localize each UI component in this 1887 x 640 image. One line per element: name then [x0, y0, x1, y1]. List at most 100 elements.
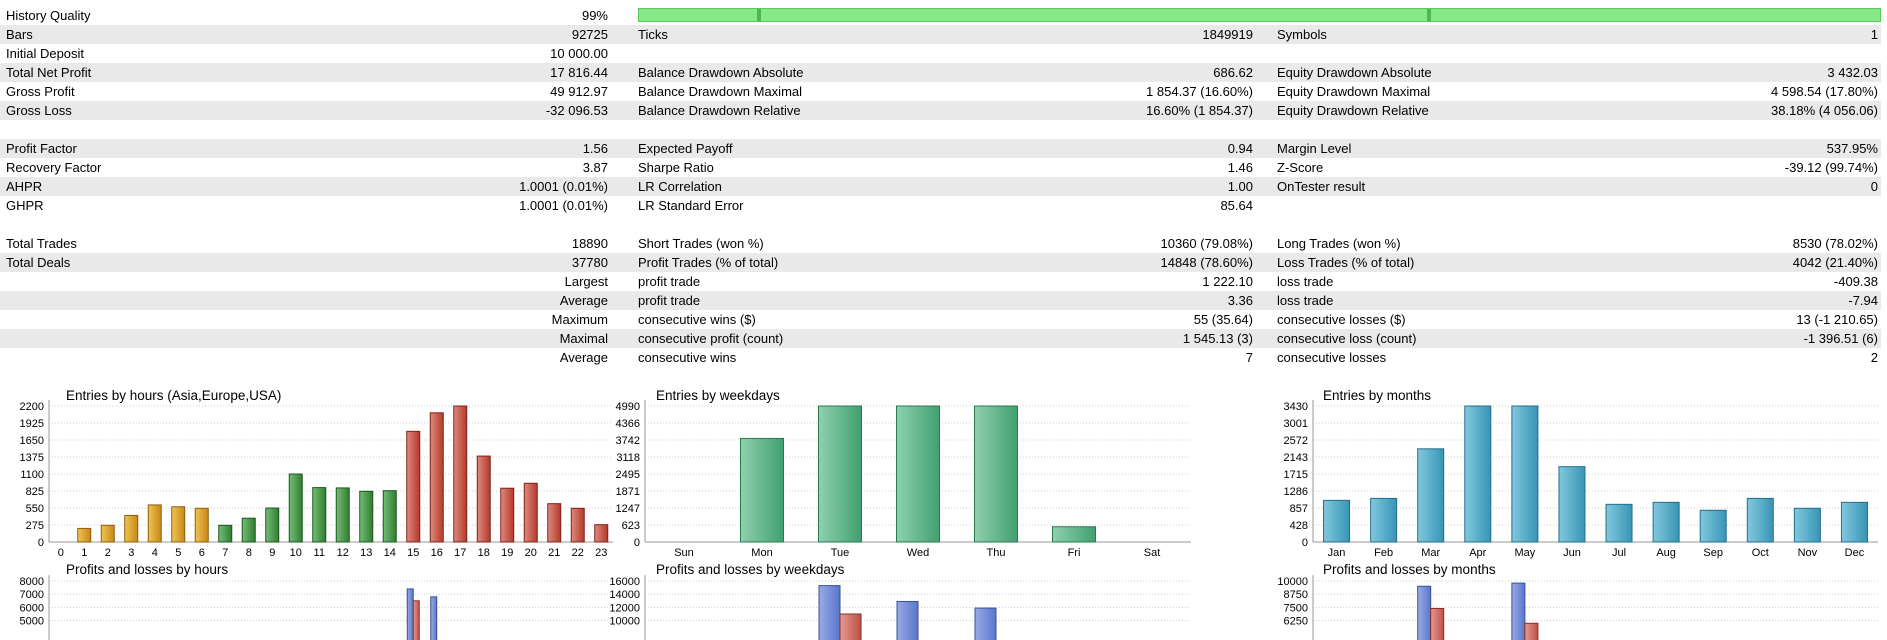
- bar: [1511, 582, 1526, 640]
- y-tick-label: 1286: [1284, 486, 1308, 498]
- stats-row: GHPR 1.0001 (0.01%) LR Standard Error 85.64: [0, 196, 1881, 215]
- x-tick-label: 8: [246, 547, 252, 559]
- x-tick-label: 18: [478, 547, 490, 559]
- stat-value: 10 000.00: [550, 46, 608, 61]
- stat-label: Balance Drawdown Absolute: [638, 65, 804, 80]
- stat-value: 55 (35.64): [1193, 312, 1253, 327]
- x-tick-label: 16: [431, 547, 443, 559]
- stat-value: 13 (-1 210.65): [1796, 312, 1878, 327]
- y-tick-label: 16000: [609, 576, 640, 588]
- stat-value: 8530 (78.02%): [1792, 236, 1878, 251]
- y-tick-label: 428: [1290, 520, 1308, 532]
- y-tick-label: 3001: [1284, 418, 1308, 430]
- y-tick-label: 0: [1302, 537, 1308, 549]
- stat-value: 2: [1870, 350, 1878, 365]
- bar: [359, 490, 374, 543]
- stat-label: Ticks: [638, 27, 668, 42]
- y-tick-label: 12000: [609, 602, 640, 614]
- stat-label: Total Net Profit: [6, 65, 92, 80]
- x-tick-label: Oct: [1752, 547, 1769, 559]
- stat-label: Profit Trades (% of total): [638, 255, 779, 270]
- stats-row: Largest profit trade 1 222.10 loss trade -40…: [0, 272, 1881, 291]
- x-tick-label: 6: [199, 547, 205, 559]
- stat-label: Z-Score: [1277, 160, 1324, 175]
- x-tick-label: 15: [407, 547, 419, 559]
- chart-title: Profits and losses by hours: [66, 562, 228, 577]
- x-tick-label: 17: [454, 547, 466, 559]
- bar: [430, 596, 438, 640]
- stat-value: -39.12 (99.74%): [1784, 160, 1878, 175]
- y-tick-label: 4990: [616, 401, 640, 413]
- y-tick-label: 3742: [616, 435, 640, 447]
- y-tick-label: 1247: [616, 503, 640, 515]
- stat-label: Initial Deposit: [6, 46, 85, 61]
- y-tick-label: 2572: [1284, 435, 1308, 447]
- y-tick-label: 3118: [616, 452, 640, 464]
- y-tick-label: 7000: [20, 589, 44, 601]
- stat-value: 0.94: [1227, 141, 1253, 156]
- bar: [1840, 501, 1868, 543]
- stat-value: -7.94: [1848, 293, 1878, 308]
- history-quality-bar: [638, 8, 1881, 22]
- x-tick-label: Fri: [1068, 547, 1081, 559]
- y-tick-label: 10000: [609, 616, 640, 628]
- y-tick-label: 2143: [1284, 452, 1308, 464]
- x-tick-label: Mon: [751, 547, 772, 559]
- x-tick-label: Mar: [1421, 547, 1440, 559]
- stat-label: Gross Profit: [6, 84, 75, 99]
- y-tick-label: 14000: [609, 589, 640, 601]
- bar: [896, 600, 919, 640]
- bar: [1558, 466, 1586, 543]
- y-tick-label: 1650: [20, 435, 44, 447]
- bar: [1793, 507, 1821, 543]
- x-tick-label: Tue: [831, 547, 850, 559]
- bar: [1370, 497, 1398, 543]
- x-tick-label: Jan: [1328, 547, 1346, 559]
- stat-label: Balance Drawdown Maximal: [638, 84, 803, 99]
- stat-value: 3 432.03: [1827, 65, 1878, 80]
- stat-value: 686.62: [1213, 65, 1253, 80]
- stat-value: -409.38: [1833, 274, 1878, 289]
- stat-label: Total Deals: [6, 255, 71, 270]
- stats-row: AHPR 1.0001 (0.01%) LR Correlation 1.00 OnTe…: [0, 177, 1881, 196]
- stats-table: History Quality 99% Bars 92725 Ticks 1849919 S…: [0, 6, 1881, 367]
- stat-label: loss trade: [1277, 274, 1334, 289]
- bar: [896, 405, 940, 543]
- x-tick-label: 19: [501, 547, 513, 559]
- stat-value: 7: [1245, 350, 1253, 365]
- x-tick-label: Aug: [1656, 547, 1676, 559]
- chart-title: Profits and losses by months: [1323, 562, 1496, 577]
- y-tick-label: 8750: [1284, 589, 1308, 601]
- stat-value: 1849919: [1202, 27, 1253, 42]
- x-tick-label: Feb: [1374, 547, 1393, 559]
- bar: [1417, 585, 1432, 640]
- stats-row: Total Net Profit 17 816.44 Balance Drawdow…: [0, 63, 1881, 82]
- x-tick-label: Sun: [674, 547, 694, 559]
- x-tick-label: 22: [572, 547, 584, 559]
- stat-label: History Quality: [6, 8, 91, 23]
- stat-label: Equity Drawdown Maximal: [1277, 84, 1431, 99]
- stat-value: 17 816.44: [550, 65, 608, 80]
- bar: [1605, 503, 1633, 543]
- stats-row: Profit Factor 1.56 Expected Payoff 0.94 Marg…: [0, 139, 1881, 158]
- stat-value: 0: [1870, 179, 1878, 194]
- chart-title: Entries by months: [1323, 388, 1431, 403]
- stat-value: 1.46: [1227, 160, 1253, 175]
- x-tick-label: 11: [314, 547, 325, 559]
- bar: [500, 487, 515, 543]
- stats-row: Maximum consecutive wins ($) 55 (35.64) con…: [0, 310, 1881, 329]
- x-tick-label: 12: [337, 547, 349, 559]
- y-tick-label: 275: [26, 520, 44, 532]
- stat-value: 3.36: [1227, 293, 1253, 308]
- bar: [77, 527, 92, 543]
- y-tick-label: 857: [1290, 503, 1308, 515]
- stats-spacer-row: [0, 215, 1881, 234]
- stat-label: Gross Loss: [6, 103, 72, 118]
- stats-row: Initial Deposit 10 000.00: [0, 44, 1881, 63]
- bar: [476, 455, 491, 543]
- y-tick-label: 1871: [616, 486, 640, 498]
- stat-label: Expected Payoff: [638, 141, 733, 156]
- quality-bar-divider: [756, 9, 761, 21]
- stat-label: OnTester result: [1277, 179, 1366, 194]
